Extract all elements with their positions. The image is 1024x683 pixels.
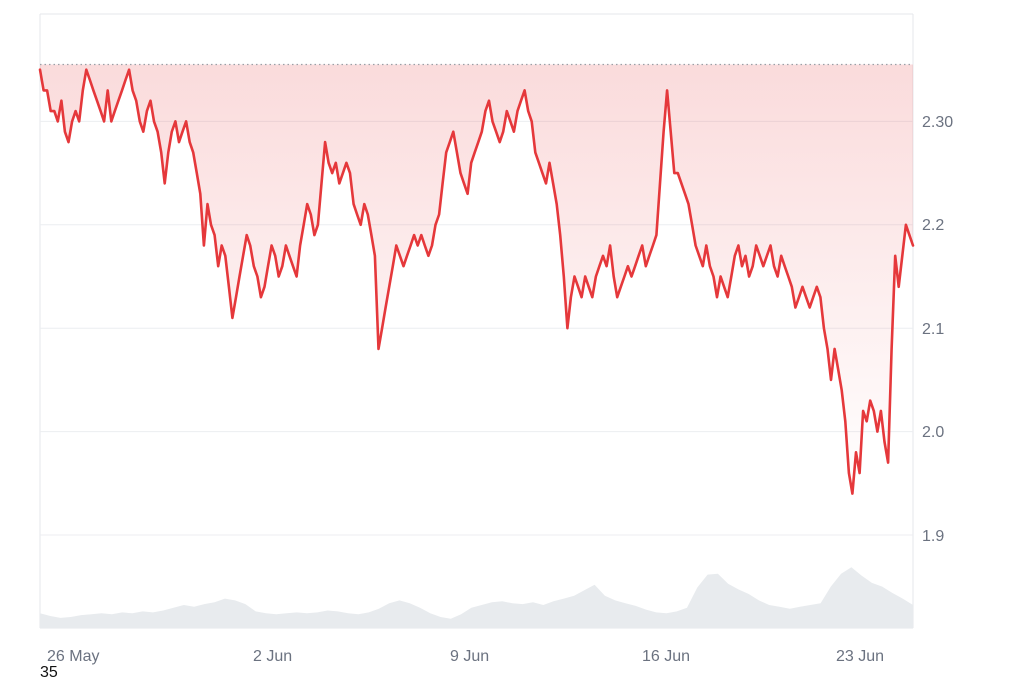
corner-label: 35 <box>40 664 58 681</box>
x-tick-label: 16 Jun <box>642 648 690 665</box>
x-axis: 26 May 2 Jun 9 Jun 16 Jun 23 Jun <box>47 648 884 665</box>
x-tick-label: 23 Jun <box>836 648 884 665</box>
y-tick-label: 2.30 <box>922 114 953 131</box>
series-area <box>40 64 913 494</box>
line-layer <box>38 68 915 495</box>
volume-layer <box>40 567 913 628</box>
x-tick-label: 26 May <box>47 648 99 665</box>
y-tick-label: 2.2 <box>922 217 944 234</box>
y-tick-label: 2.0 <box>922 424 944 441</box>
volume-area <box>40 567 913 628</box>
x-tick-label: 2 Jun <box>253 648 292 665</box>
area-layer <box>40 64 913 494</box>
series-line <box>38 68 915 495</box>
y-tick-label: 2.1 <box>922 321 944 338</box>
y-tick-label: 1.9 <box>922 528 944 545</box>
x-tick-label: 9 Jun <box>450 648 489 665</box>
y-axis: 1.9 2.0 2.1 2.2 2.30 <box>922 114 953 545</box>
